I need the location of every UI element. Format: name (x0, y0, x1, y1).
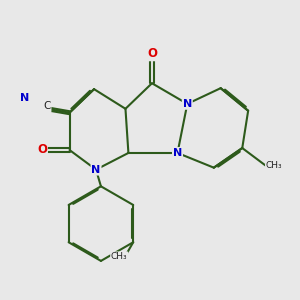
Text: N: N (92, 165, 100, 175)
Text: O: O (147, 47, 157, 60)
Text: N: N (173, 148, 182, 158)
Text: C: C (43, 101, 51, 111)
Text: CH₃: CH₃ (111, 252, 128, 261)
Text: O: O (37, 143, 47, 157)
Text: N: N (183, 99, 192, 109)
Text: N: N (20, 93, 29, 103)
Text: CH₃: CH₃ (266, 161, 282, 170)
